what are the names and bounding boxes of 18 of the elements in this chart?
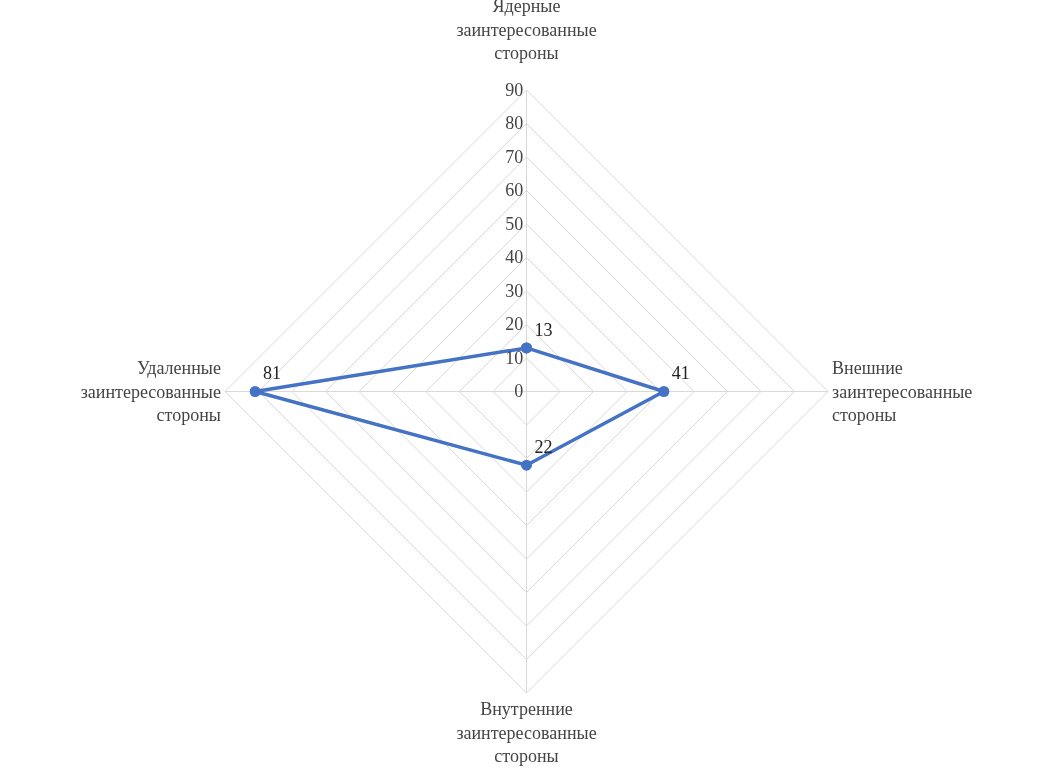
y-tick-label: 20 [505,314,524,335]
data-label: 22 [534,436,553,457]
y-tick-label: 60 [505,180,524,201]
y-tick-label: 50 [505,213,524,234]
data-label: 13 [534,319,553,340]
y-tick-label: 0 [514,381,524,402]
data-label: 81 [263,363,282,384]
y-tick-label: 70 [505,146,524,167]
spoke-label: Внутренние заинтересованные стороны [456,699,597,766]
spoke-label: Удаленные заинтересованные стороны [80,358,221,426]
y-tick-label: 80 [505,113,524,134]
y-tick-label: 10 [505,347,524,368]
y-tick-label: 40 [505,247,524,268]
y-tick-label: 30 [505,280,524,301]
spoke-label: Ядерные заинтересованные стороны [456,0,597,63]
spoke-label: Внешние заинтересованные стороны [832,358,973,426]
data-label: 41 [671,363,690,384]
y-tick-label: 90 [505,79,524,100]
